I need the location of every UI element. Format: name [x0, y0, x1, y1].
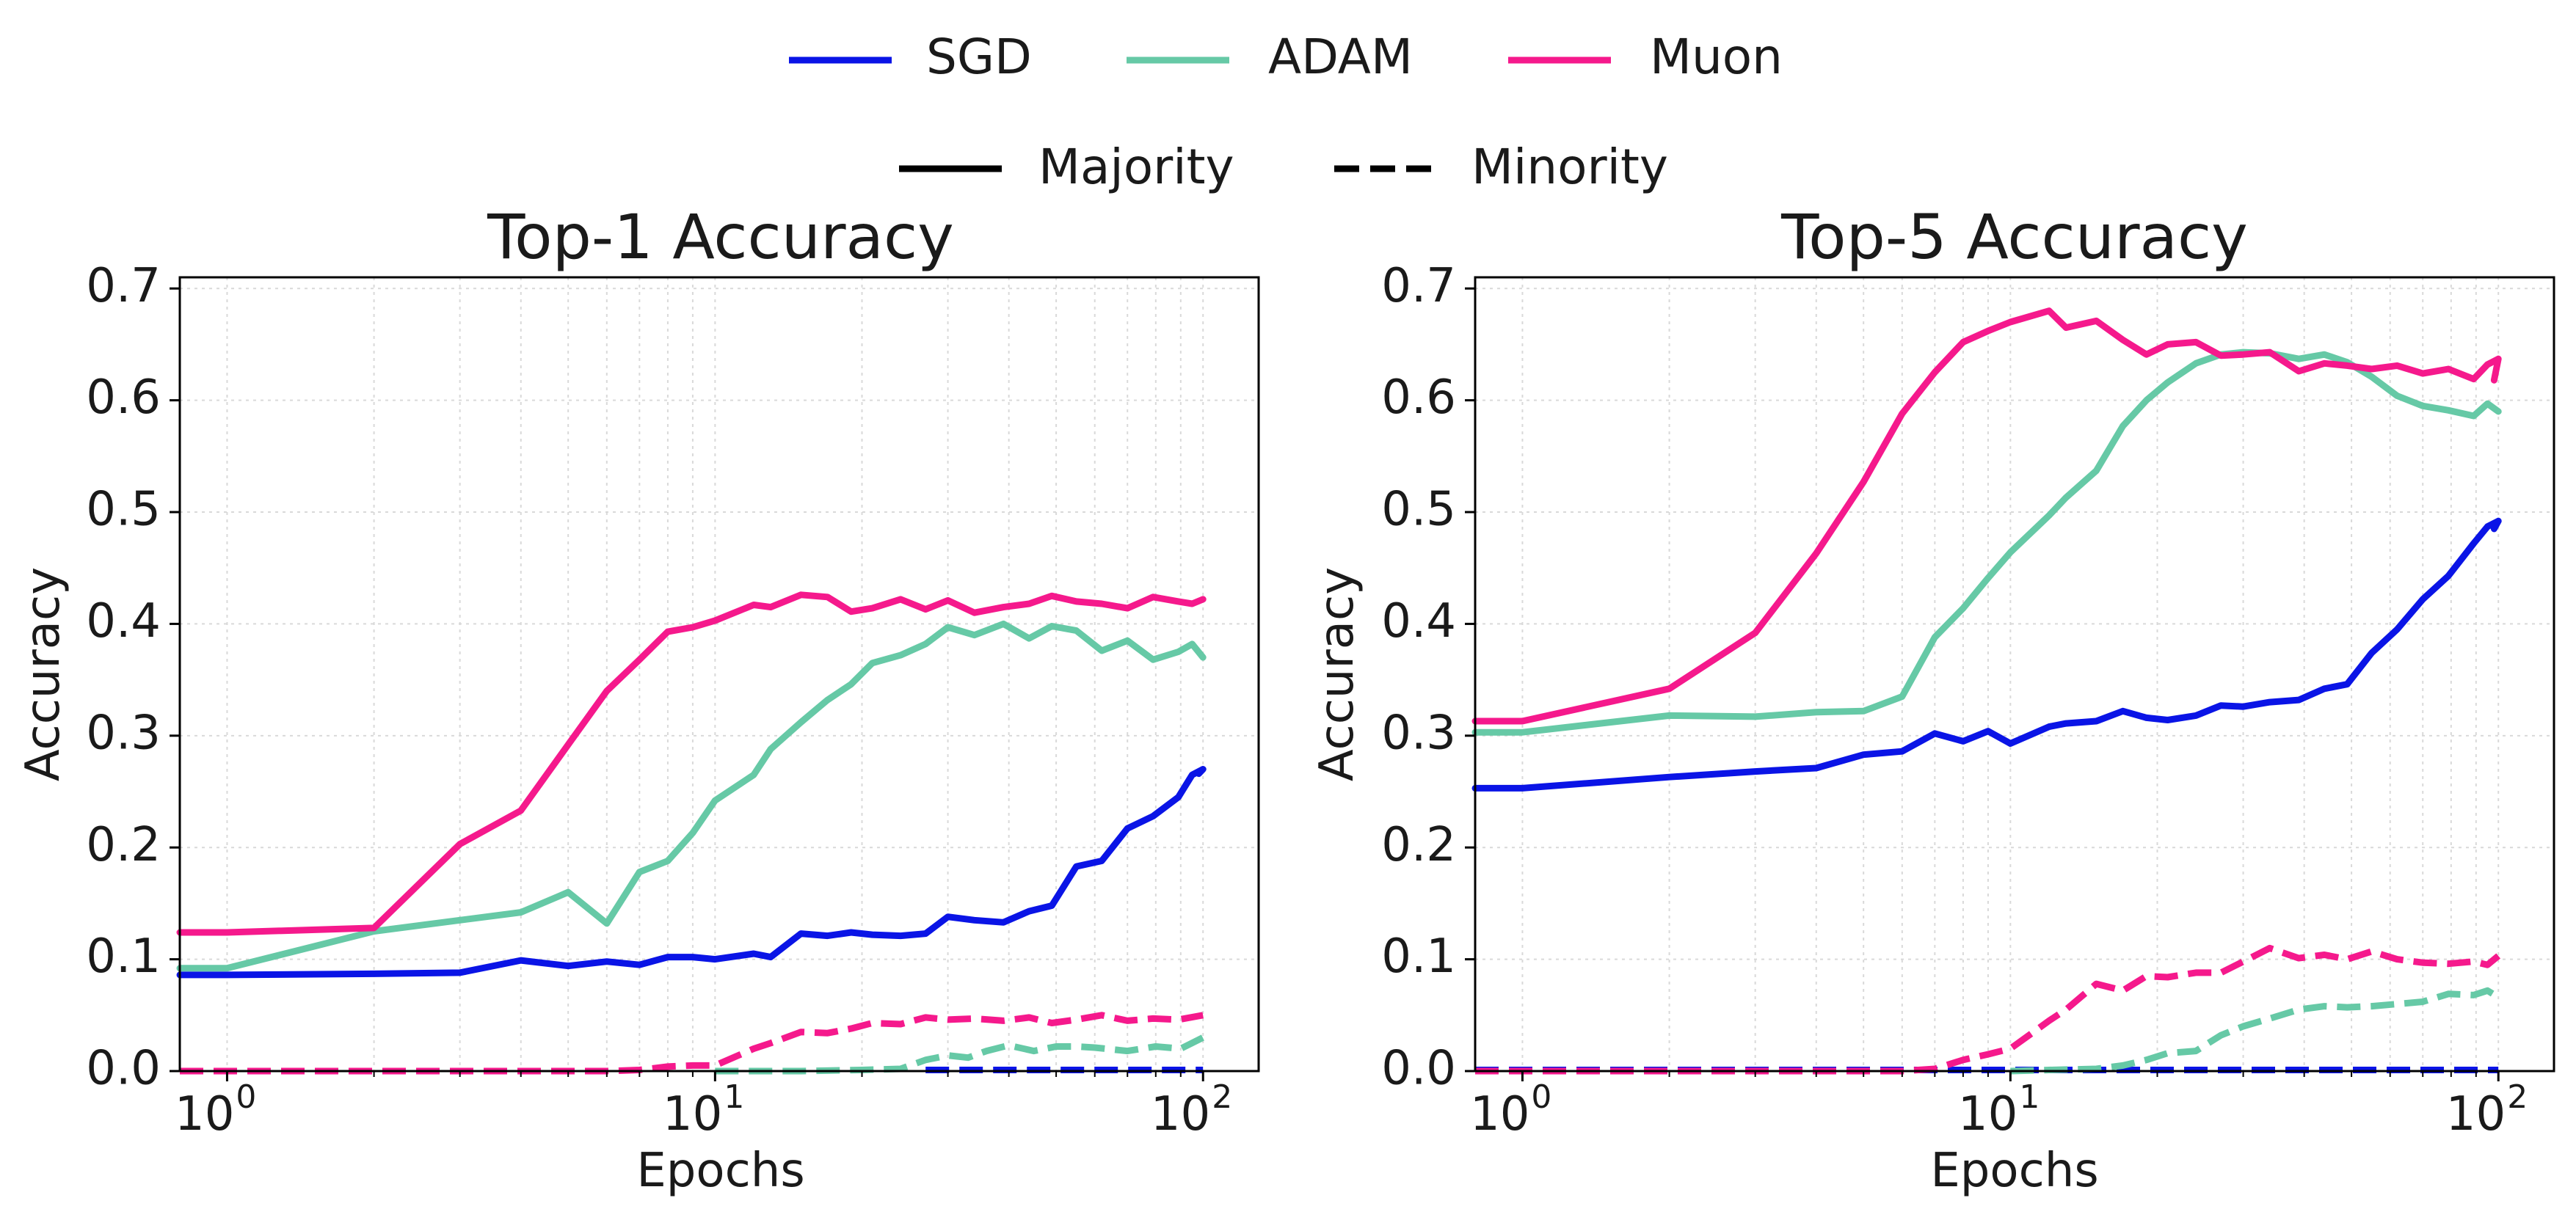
legend-label-majority: Majority — [1038, 139, 1234, 195]
series-line-adam-majority — [176, 620, 1207, 972]
x-tick-exponent: 1 — [724, 1078, 744, 1116]
legend-item-adam: ADAM — [1127, 29, 1413, 85]
panel-top1-yticks: 0.0 0.1 0.2 0.3 0.4 0.5 0.6 0.7 — [86, 259, 180, 1096]
x-tick-base: 10 — [175, 1087, 234, 1142]
panel-top5-series — [1471, 307, 2502, 1075]
legend-styles: Majority Minority — [899, 139, 1668, 195]
y-tick-label: 0.1 — [1381, 929, 1456, 984]
y-tick-label: 0.5 — [1381, 483, 1456, 537]
x-tick-base: 10 — [1151, 1087, 1210, 1142]
series-line-adam-majority — [1471, 348, 2502, 736]
x-tick-exponent: 2 — [2507, 1078, 2528, 1116]
legend-label-minority: Minority — [1471, 139, 1668, 195]
y-tick-label: 0.2 — [86, 818, 161, 872]
y-tick-label: 0.3 — [86, 706, 161, 760]
panel-top5-frame — [1474, 276, 2555, 1073]
legend-item-muon: Muon — [1508, 29, 1783, 85]
y-tick-label: 0.4 — [86, 594, 161, 649]
y-tick-label: 0.7 — [86, 259, 161, 313]
legend-item-sgd: SGD — [789, 29, 1032, 85]
panel-top1-title: Top-1 Accuracy — [487, 201, 954, 273]
legend-optimizers: SGD ADAM Muon — [789, 29, 1783, 85]
x-tick-base: 10 — [663, 1087, 722, 1142]
x-tick-base: 10 — [2446, 1087, 2506, 1142]
x-tick-label: 10 1 — [1958, 1078, 2040, 1142]
panel-top5-xticks: 10 0 10 1 10 2 — [1470, 1071, 2528, 1142]
y-tick-label: 0.0 — [86, 1042, 161, 1096]
series-line-sgd-majority — [176, 766, 1207, 979]
x-tick-exponent: 1 — [2019, 1078, 2040, 1116]
x-tick-label: 10 0 — [1470, 1078, 1551, 1142]
panel-top5-title: Top-5 Accuracy — [1780, 201, 2248, 273]
panel-top5: Top-5 Accuracy 0.00.10.20.30.40.50.60.7 … — [1310, 201, 2555, 1198]
panel-top5-ylabel: Accuracy — [1310, 567, 1364, 781]
series-line-muon-majority — [176, 591, 1207, 936]
legend-item-minority: Minority — [1334, 139, 1668, 195]
panel-top1: Top-1 Accuracy 0.00.10.20.30.40.50.60.7 … — [16, 201, 1260, 1198]
panel-top1-grid — [180, 277, 1259, 1072]
x-tick-exponent: 0 — [1531, 1078, 1551, 1116]
legend-item-majority: Majority — [899, 139, 1234, 195]
panel-top1-ylabel: Accuracy — [16, 567, 70, 781]
x-tick-exponent: 2 — [1212, 1078, 1232, 1116]
panel-top1-xlabel: Epochs — [636, 1144, 804, 1198]
series-line-muon-majority — [1471, 307, 2502, 725]
panel-top5-grid — [1475, 277, 2554, 1072]
legend-label-sgd: SGD — [926, 29, 1032, 85]
y-tick-label: 0.7 — [1381, 259, 1456, 313]
y-tick-label: 0.4 — [1381, 594, 1456, 649]
y-tick-label: 0.2 — [1381, 818, 1456, 872]
legend-label-adam: ADAM — [1268, 29, 1413, 85]
panel-top5-xlabel: Epochs — [1930, 1144, 2098, 1198]
y-tick-label: 0.5 — [86, 483, 161, 537]
legend-label-muon: Muon — [1650, 29, 1783, 85]
y-tick-label: 0.1 — [86, 929, 161, 984]
y-tick-label: 0.0 — [1381, 1042, 1456, 1096]
x-tick-label: 10 1 — [663, 1078, 744, 1142]
series-line-muon-minority — [180, 1012, 1204, 1075]
panel-top1-xticks: 10 0 10 1 10 2 — [175, 1071, 1232, 1142]
y-tick-label: 0.6 — [86, 370, 161, 425]
series-line-adam-minority — [2010, 987, 2500, 1075]
panel-top1-series — [176, 591, 1207, 1075]
y-tick-label: 0.3 — [1381, 706, 1456, 760]
panel-top5-yticks: 0.0 0.1 0.2 0.3 0.4 0.5 0.6 0.7 — [1381, 259, 1475, 1096]
x-tick-exponent: 0 — [236, 1078, 256, 1116]
x-tick-base: 10 — [1470, 1087, 1529, 1142]
series-line-adam-minority — [715, 1034, 1205, 1075]
x-tick-label: 10 0 — [175, 1078, 256, 1142]
series-line-sgd-majority — [1471, 517, 2502, 792]
x-tick-base: 10 — [1958, 1087, 2017, 1142]
y-tick-label: 0.6 — [1381, 370, 1456, 425]
panel-top1-frame — [178, 276, 1260, 1073]
x-tick-label: 10 2 — [2446, 1078, 2528, 1142]
x-tick-label: 10 2 — [1151, 1078, 1232, 1142]
